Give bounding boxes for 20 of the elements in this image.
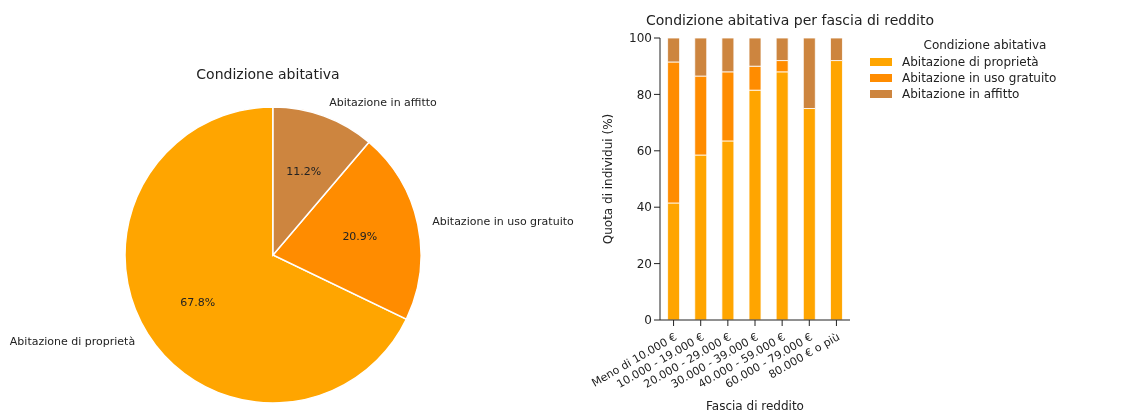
y-tick-label: 100 [629, 31, 652, 46]
x-axis-title: Fascia di reddito [706, 399, 804, 410]
data-label: 11.2% [286, 165, 322, 179]
slice-label: Abitazione in uso gratuito [432, 214, 575, 228]
data-label: 67.8% [180, 295, 216, 309]
y-tick-label: 80 [636, 87, 652, 102]
chart-title: Condizione abitativa [195, 66, 341, 82]
legend-label: Abitazione in affitto [902, 87, 1020, 101]
legend-label: Abitazione di proprietà [902, 55, 1039, 69]
legend-title: Condizione abitativa [922, 38, 1048, 52]
data-label: 20.9% [342, 230, 378, 244]
chart-title: Condizione abitativa per fascia di reddito [645, 12, 935, 28]
y-tick-label: 60 [636, 144, 652, 159]
y-tick-label: 40 [636, 200, 652, 215]
legend-label: Abitazione in uso gratuito [902, 71, 1057, 85]
slice-label: Abitazione di proprietà [9, 335, 136, 349]
y-axis-title: Quota di individui (%) [601, 113, 616, 245]
y-tick-label: 0 [644, 313, 652, 328]
slice-label: Abitazione in affitto [329, 95, 438, 109]
y-tick-label: 20 [636, 256, 652, 271]
